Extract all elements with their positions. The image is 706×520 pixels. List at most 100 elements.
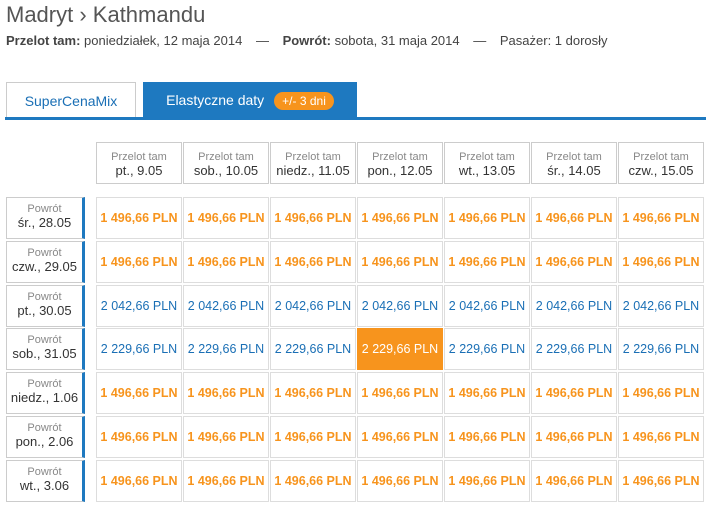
price-cell[interactable]: 1 496,66 PLN [96,459,182,502]
column-header: Przelot tam pt., 9.05 [96,142,182,184]
price-cell[interactable]: 1 496,66 PLN [96,372,182,415]
column-label: Przelot tam [285,151,341,163]
row-date: wt., 3.06 [19,477,70,493]
outbound-label: Przelot tam: [6,33,81,48]
row-header: Powrót wt., 3.06 [6,459,85,502]
price-cell[interactable]: 2 229,66 PLN [183,328,269,371]
page-title: Madryt › Kathmandu [6,2,206,27]
row-label: Powrót [27,422,62,434]
row-label: Powrót [27,203,62,215]
column-header: Przelot tam niedz., 11.05 [270,142,356,184]
price-cell[interactable]: 2 042,66 PLN [618,284,704,327]
badge: +/- 3 dni [274,92,334,110]
column-label: Przelot tam [633,151,689,163]
row-date: sob., 31.05 [12,346,77,362]
price-cell[interactable]: 1 496,66 PLN [357,459,443,502]
row-date: pt., 30.05 [17,302,72,318]
price-cell[interactable]: 1 496,66 PLN [183,240,269,283]
trip-summary: Przelot tam: poniedziałek, 12 maja 2014 … [6,33,608,48]
column-header: Przelot tam czw., 15.05 [618,142,704,184]
price-cell[interactable]: 2 229,66 PLN [357,328,443,371]
price-cell[interactable]: 1 496,66 PLN [357,416,443,458]
row-date: czw., 29.05 [11,258,78,274]
price-cell[interactable]: 2 042,66 PLN [96,284,182,327]
column-date: sob., 10.05 [193,163,259,178]
column-date: śr., 14.05 [547,163,601,178]
price-cell[interactable]: 1 496,66 PLN [183,416,269,458]
row-header: Powrót niedz., 1.06 [6,372,85,415]
row-label: Powrót [27,465,62,478]
column-label: Przelot tam [198,151,254,163]
price-cell[interactable]: 1 496,66 PLN [357,240,443,283]
row-date: niedz., 1.06 [10,390,79,406]
tab-active[interactable]: Elastyczne daty +/- 3 dni [143,82,357,118]
price-cell[interactable]: 1 496,66 PLN [444,416,530,458]
row-label: Powrót [27,246,62,259]
column-date: czw., 15.05 [628,163,694,178]
price-cell[interactable]: 1 496,66 PLN [96,197,182,239]
price-cell[interactable]: 1 496,66 PLN [183,459,269,502]
price-cell[interactable]: 1 496,66 PLN [444,459,530,502]
price-cell[interactable]: 1 496,66 PLN [531,197,617,239]
row-label: Powrót [27,378,62,391]
row-header: Powrót sob., 31.05 [6,328,85,371]
price-cell[interactable]: 1 496,66 PLN [96,416,182,458]
row-label: Powrót [27,334,62,347]
price-cell[interactable]: 2 042,66 PLN [270,284,356,327]
price-cell[interactable]: 1 496,66 PLN [618,459,704,502]
column-date: niedz., 11.05 [276,163,350,178]
column-label: Przelot tam [111,151,167,163]
price-cell[interactable]: 2 042,66 PLN [444,284,530,327]
price-cell[interactable]: 1 496,66 PLN [618,416,704,458]
price-cell[interactable]: 1 496,66 PLN [531,372,617,415]
price-cell[interactable]: 2 229,66 PLN [618,328,704,371]
price-cell[interactable]: 2 042,66 PLN [183,284,269,327]
tab[interactable]: SuperCenaMix [6,82,136,118]
price-cell[interactable]: 1 496,66 PLN [270,416,356,458]
row-date: pon., 2.06 [15,434,74,449]
column-header: Przelot tam śr., 14.05 [531,142,617,184]
return-label: Powrót: [282,33,331,48]
column-label: Przelot tam [372,151,428,163]
column-header: Przelot tam sob., 10.05 [183,142,269,184]
price-cell[interactable]: 1 496,66 PLN [531,459,617,502]
outbound-date: poniedziałek, 12 maja 2014 [84,33,243,48]
price-cell[interactable]: 2 229,66 PLN [444,328,530,371]
price-cell[interactable]: 2 229,66 PLN [96,328,182,371]
return-date: sobota, 31 maja 2014 [334,33,460,48]
price-cell[interactable]: 1 496,66 PLN [531,240,617,283]
price-cell[interactable]: 1 496,66 PLN [618,372,704,415]
row-date: śr., 28.05 [17,215,72,230]
column-header: Przelot tam wt., 13.05 [444,142,530,184]
separator: — [473,33,487,48]
row-label: Powrót [27,290,62,303]
column-label: Przelot tam [546,151,602,163]
price-cell[interactable]: 2 229,66 PLN [531,328,617,371]
price-cell[interactable]: 1 496,66 PLN [444,240,530,283]
price-cell[interactable]: 1 496,66 PLN [96,240,182,283]
price-cell[interactable]: 2 042,66 PLN [357,284,443,327]
column-date: wt., 13.05 [458,163,516,178]
row-header: Powrót pt., 30.05 [6,284,85,327]
row-header: Powrót czw., 29.05 [6,240,85,283]
passengers: Pasażer: 1 dorosły [499,33,608,48]
column-date: pon., 12.05 [367,163,433,178]
price-cell[interactable]: 2 229,66 PLN [270,328,356,371]
price-cell[interactable]: 1 496,66 PLN [270,197,356,239]
price-cell[interactable]: 1 496,66 PLN [357,197,443,239]
tab-label: Elastyczne daty [166,92,265,108]
price-cell[interactable]: 1 496,66 PLN [444,372,530,415]
row-header: Powrót pon., 2.06 [6,416,85,458]
price-cell[interactable]: 1 496,66 PLN [270,372,356,415]
price-cell[interactable]: 1 496,66 PLN [531,416,617,458]
price-cell[interactable]: 1 496,66 PLN [270,459,356,502]
price-cell[interactable]: 1 496,66 PLN [183,197,269,239]
price-cell[interactable]: 1 496,66 PLN [444,197,530,239]
price-cell[interactable]: 1 496,66 PLN [357,372,443,415]
price-cell[interactable]: 1 496,66 PLN [618,240,704,283]
price-cell[interactable]: 1 496,66 PLN [618,197,704,239]
price-cell[interactable]: 2 042,66 PLN [531,284,617,327]
price-cell[interactable]: 1 496,66 PLN [270,240,356,283]
price-cell[interactable]: 1 496,66 PLN [183,372,269,415]
